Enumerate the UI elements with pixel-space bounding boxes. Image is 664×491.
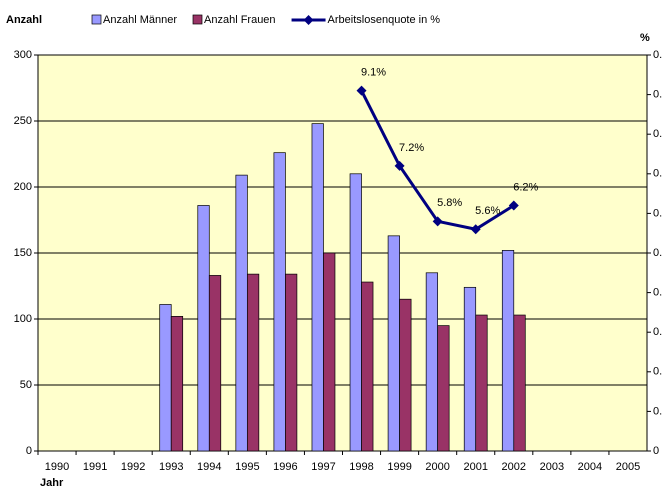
bar — [437, 325, 450, 452]
legend-label: Arbeitslosenquote in % — [328, 14, 441, 26]
bar — [513, 314, 526, 452]
bar — [273, 152, 286, 452]
x-tick-label: 1990 — [45, 461, 69, 473]
bar — [425, 272, 439, 452]
legend-swatch — [91, 14, 102, 25]
x-tick-label: 1996 — [273, 461, 297, 473]
x-tick-label: 1999 — [387, 461, 411, 473]
bar — [501, 250, 515, 452]
legend-label: Anzahl Männer — [103, 14, 177, 26]
y2-tick-label: 0. — [653, 128, 662, 140]
x-tick-label: 2003 — [540, 461, 564, 473]
y-tick-label: 100 — [14, 313, 32, 325]
y2-axis-title: % — [640, 32, 650, 44]
x-tick-label: 1991 — [83, 461, 107, 473]
bar — [170, 316, 184, 452]
y-axis-title: Anzahl — [6, 14, 42, 26]
y-tick-label: 150 — [14, 247, 32, 259]
y2-tick-label: 0. — [653, 168, 662, 180]
x-tick-label: 2001 — [463, 461, 487, 473]
legend-swatch — [192, 14, 203, 25]
legend-label: Anzahl Frauen — [204, 14, 276, 26]
y-tick-label: 50 — [20, 379, 32, 391]
bar — [311, 123, 324, 452]
data-label: 7.2% — [399, 142, 424, 154]
bar — [349, 173, 362, 452]
y2-tick-label: 0. — [653, 89, 662, 101]
marker — [356, 85, 367, 96]
y2-tick-label: 0. — [653, 405, 662, 417]
bar — [159, 304, 172, 452]
legend-marker — [303, 15, 314, 25]
bar — [208, 275, 222, 452]
y2-tick-label: 0. — [653, 366, 662, 378]
y2-tick-label: 0. — [653, 326, 662, 338]
marker — [508, 200, 519, 211]
y2-tick-label: 0. — [653, 287, 662, 299]
x-tick-label: 1997 — [311, 461, 335, 473]
bar — [387, 235, 400, 452]
y-tick-label: 0 — [26, 445, 32, 457]
x-tick-label: 2005 — [616, 461, 640, 473]
y2-tick-label: 0. — [653, 207, 662, 219]
marker — [432, 216, 443, 227]
bar — [285, 273, 298, 452]
x-tick-label: 1994 — [197, 461, 221, 473]
x-tick-label: 2002 — [502, 461, 526, 473]
bar — [235, 174, 248, 452]
x-tick-label: 2000 — [425, 461, 449, 473]
bar — [197, 205, 210, 452]
x-tick-label: 1992 — [121, 461, 145, 473]
data-label: 6.2% — [513, 181, 538, 193]
y2-tick-label: 0. — [653, 247, 662, 259]
x-tick-label: 1993 — [159, 461, 183, 473]
data-label: 5.6% — [475, 205, 500, 217]
y2-tick-label: 0. — [653, 49, 662, 61]
y-tick-label: 200 — [14, 181, 32, 193]
y2-tick-label: 0 — [653, 445, 659, 457]
bar — [475, 314, 488, 452]
y-tick-label: 300 — [14, 49, 32, 61]
bar — [463, 286, 477, 452]
y-tick-label: 250 — [14, 115, 32, 127]
x-tick-label: 1995 — [235, 461, 259, 473]
bar — [399, 298, 412, 452]
bar — [246, 273, 260, 452]
marker — [470, 224, 481, 235]
data-label: 5.8% — [437, 197, 462, 209]
bar — [323, 252, 336, 452]
data-label: 9.1% — [361, 67, 386, 79]
marker — [394, 160, 405, 171]
x-tick-label: 1998 — [349, 461, 373, 473]
x-tick-label: 2004 — [578, 461, 602, 473]
bar — [361, 281, 374, 452]
x-axis-title: Jahr — [40, 477, 64, 489]
